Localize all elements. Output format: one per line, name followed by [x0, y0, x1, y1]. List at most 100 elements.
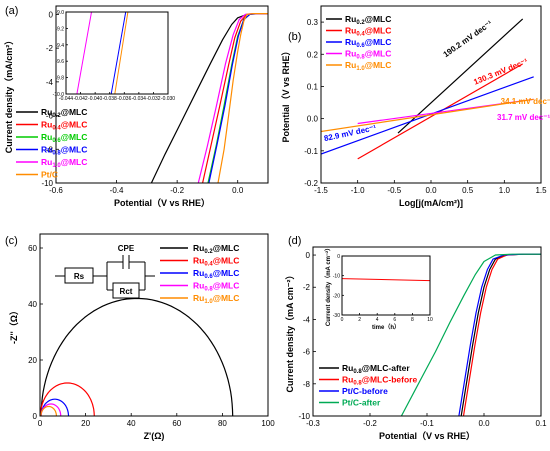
legend-label-sub: 0.8 [52, 151, 61, 157]
y-tick-label: -30 [333, 313, 340, 319]
series-line-Ru0.4@MLC [202, 13, 268, 183]
x-tick-label: 0.0 [478, 419, 490, 428]
x-tick-label: 0 [341, 317, 344, 323]
y-tick-label: 0.1 [307, 82, 319, 91]
legend-label-sub: 1.0 [52, 163, 61, 169]
legend-label-sub: 0.4 [356, 32, 365, 38]
legend-label-suffix: @MLC [213, 256, 240, 266]
legend-label-base: Ru [41, 107, 52, 117]
legend-label-sub: 0.4 [52, 126, 61, 132]
series-line-Pt/C-after [400, 253, 541, 416]
inset-bg [342, 256, 430, 315]
legend-label: Ru0.8@MLC-before [342, 375, 417, 387]
x-tick-label: 1.0 [499, 186, 511, 195]
legend-label-sub: 0.8 [353, 369, 362, 375]
legend-label-suffix: @MLC [365, 37, 392, 47]
inset-x-axis-label: time（h） [372, 323, 400, 331]
legend-label: Ru0.8@MLC [41, 145, 87, 157]
legend-label-base: Ru [41, 132, 52, 142]
legend-label: Ru0.2@MLC [193, 243, 239, 255]
y-tick-label: 0.0 [307, 115, 319, 124]
series-group [400, 253, 541, 416]
legend-label: Ru0.6@MLC [193, 268, 239, 280]
inset-y-axis-label: Current density（mA cm⁻²） [324, 245, 332, 326]
nyquist-arc-Ru1.0@MLC [40, 405, 58, 416]
legend-label-suffix: @MLC-after [362, 363, 411, 373]
y-tick-label: -9.4 [55, 43, 64, 49]
y-tick-label: -20 [333, 293, 340, 299]
panel-b: -1.5 -1.0 -0.5 0.0 0.5 1.0 1.5 -0.2 -0.1 0.0 0.1 0.… [281, 5, 550, 208]
legend-label-base: Ru [342, 363, 353, 373]
legend-label-suffix: @MLC [213, 243, 240, 253]
legend-label-sub: 0.8 [356, 55, 365, 61]
y-tick-label: -2 [303, 283, 311, 292]
x-tick-label: -1.0 [351, 186, 365, 195]
y-tick-label: -2 [46, 44, 54, 53]
y-tick-label: 20 [28, 356, 37, 365]
fit-line-Ru0.4@MLC [357, 63, 523, 160]
legend-label: Ru0.6@MLC [345, 37, 391, 49]
tafel-slope-annotation: 190.2 mV dec⁻¹ [442, 19, 495, 60]
legend-label-base: Ru [193, 256, 204, 266]
legend-label-suffix: @MLC [365, 60, 392, 70]
legend-label-sub: 0.4 [204, 262, 213, 268]
legend-label-sub: 0.6 [356, 43, 365, 49]
legend-label-base: Pt/C-after [342, 398, 381, 408]
rs-label: Rs [74, 272, 85, 281]
inset-line [110, 12, 127, 94]
legend-label-sub: 0.6 [204, 274, 213, 280]
y-tick-label: -10.0 [53, 92, 65, 98]
x-tick-label: -0.044 [59, 96, 73, 102]
nyquist-arc-Ru0.4@MLC [40, 382, 95, 416]
fit-line-Ru0.2@MLC [397, 18, 524, 134]
legend-label-base: Ru [345, 60, 356, 70]
legend-label: Ru0.4@MLC [193, 256, 239, 268]
legend-label-base: Ru [345, 37, 356, 47]
legend-label-suffix: @MLC [365, 14, 392, 24]
legend-label: Ru0.2@MLC [345, 14, 391, 26]
inset-lines [76, 12, 129, 94]
x-tick-label: -0.034 [132, 96, 146, 102]
legend-label-suffix: @MLC [61, 132, 88, 142]
x-tick-label: 0.5 [462, 186, 474, 195]
legend-label-sub: 0.2 [204, 249, 213, 255]
y-tick-label: 0 [33, 412, 38, 421]
legend-label-sub: 0.6 [52, 138, 61, 144]
panel-label: (c) [5, 235, 18, 247]
legend-label: Ru0.2@MLC [41, 107, 87, 119]
nyquist-arc-Ru0.6@MLC [40, 398, 70, 416]
x-tick-label: 20 [81, 419, 90, 428]
inset-frame [65, 11, 169, 95]
x-tick-label: 1.5 [535, 186, 547, 195]
legend-label-sub: 1.0 [204, 299, 213, 305]
legend-label-sub: 1.0 [356, 66, 365, 72]
legend-label: Pt/C [41, 170, 58, 180]
x-tick-label: -0.030 [161, 96, 175, 102]
legend-label-suffix: @MLC [61, 145, 88, 155]
y-tick-label: 0 [306, 251, 311, 260]
legend-label: Ru1.0@MLC [193, 293, 239, 305]
y-axis-label: Current density（mA cm⁻²） [285, 271, 295, 393]
rct-label: Rct [120, 287, 133, 296]
legend-label: Ru1.0@MLC [41, 157, 87, 169]
x-tick-label: 40 [127, 419, 136, 428]
plot-frame [55, 5, 269, 184]
series-group [40, 297, 234, 416]
x-axis-label: Log[j(mA/cm²)] [399, 198, 463, 208]
y-tick-label: -8 [303, 380, 311, 389]
equivalent-circuit: Rs CPE Rct [55, 244, 155, 299]
y-tick-label: 0.3 [307, 18, 319, 27]
y-tick-label: -4 [46, 78, 54, 87]
x-tick-label: 0 [38, 419, 43, 428]
legend-label-base: Ru [193, 243, 204, 253]
y-tick-label: -9.6 [55, 59, 64, 65]
y-tick-label: -9.2 [55, 26, 64, 32]
x-tick-label: 6 [393, 317, 396, 323]
x-tick-label: -0.5 [387, 186, 401, 195]
tafel-slope-annotation: 130.3 mV dec⁻¹ [472, 57, 529, 87]
legend-label-base: Ru [41, 157, 52, 167]
y-tick-label: -6 [303, 348, 311, 357]
legend-label-suffix: @MLC [213, 281, 240, 291]
tafel-slope-annotation: 31.7 mV dec⁻¹ [497, 113, 550, 122]
legend-label-base: Pt/C [41, 170, 58, 180]
